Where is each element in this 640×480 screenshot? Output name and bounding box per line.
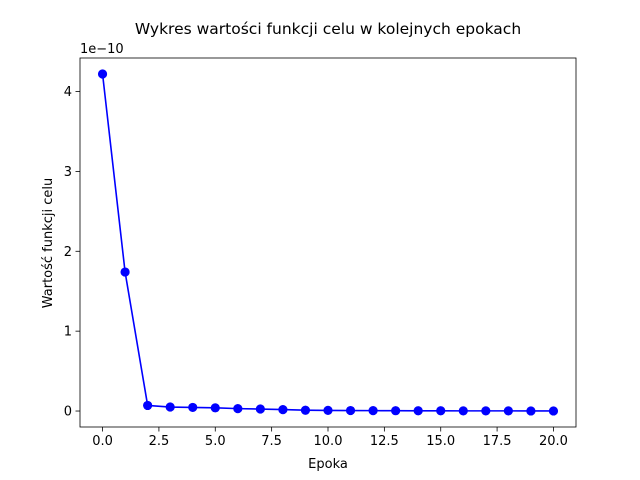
x-tick-label: 15.0 [426,434,455,449]
chart-title: Wykres wartości funkcji celu w kolejnych… [135,20,521,38]
plot-frame [79,57,577,428]
data-point [436,406,446,416]
x-tick-label: 0.0 [92,434,113,449]
data-point [210,403,220,413]
data-point [143,400,153,411]
data-point [188,402,198,413]
y-tick-label: 1 [64,325,72,340]
x-tick-label: 10.0 [314,434,343,449]
data-point [458,406,468,416]
data-point [391,406,401,416]
data-point [300,405,311,415]
x-tick-label: 7.5 [261,434,282,449]
data-point [526,406,536,416]
data-point [413,406,423,416]
x-tick-label: 2.5 [149,434,170,449]
data-point [323,405,333,415]
y-tick-label: 2 [64,245,72,260]
data-point [368,406,378,416]
data-point [481,406,491,416]
x-tick-label: 12.5 [370,434,399,449]
data-point [345,405,356,416]
y-tick-label: 0 [64,405,72,420]
data-point [278,404,288,415]
x-tick-label: 5.0 [205,434,226,449]
data-point [120,267,130,277]
plot-area: 0.0 2.5 5.0 7.5 10.0 12.5 15.0 17.5 20.0 0 1 2 3 4 [64,57,577,449]
y-tick-label: 4 [64,85,72,100]
data-point [548,406,559,416]
data-point [255,404,265,414]
x-axis-title: Epoka [308,457,348,472]
data-point [97,69,108,79]
x-tick-label: 20.0 [539,434,568,449]
data-point [503,406,513,416]
series-line [101,73,554,412]
x-tick-label: 17.5 [483,434,512,449]
y-axis-title: Wartość funkcji celu [41,178,56,309]
y-axis-offset-label: 1e−10 [80,42,124,57]
data-point [165,402,175,412]
data-point [233,404,243,414]
y-tick-label: 3 [64,165,72,180]
